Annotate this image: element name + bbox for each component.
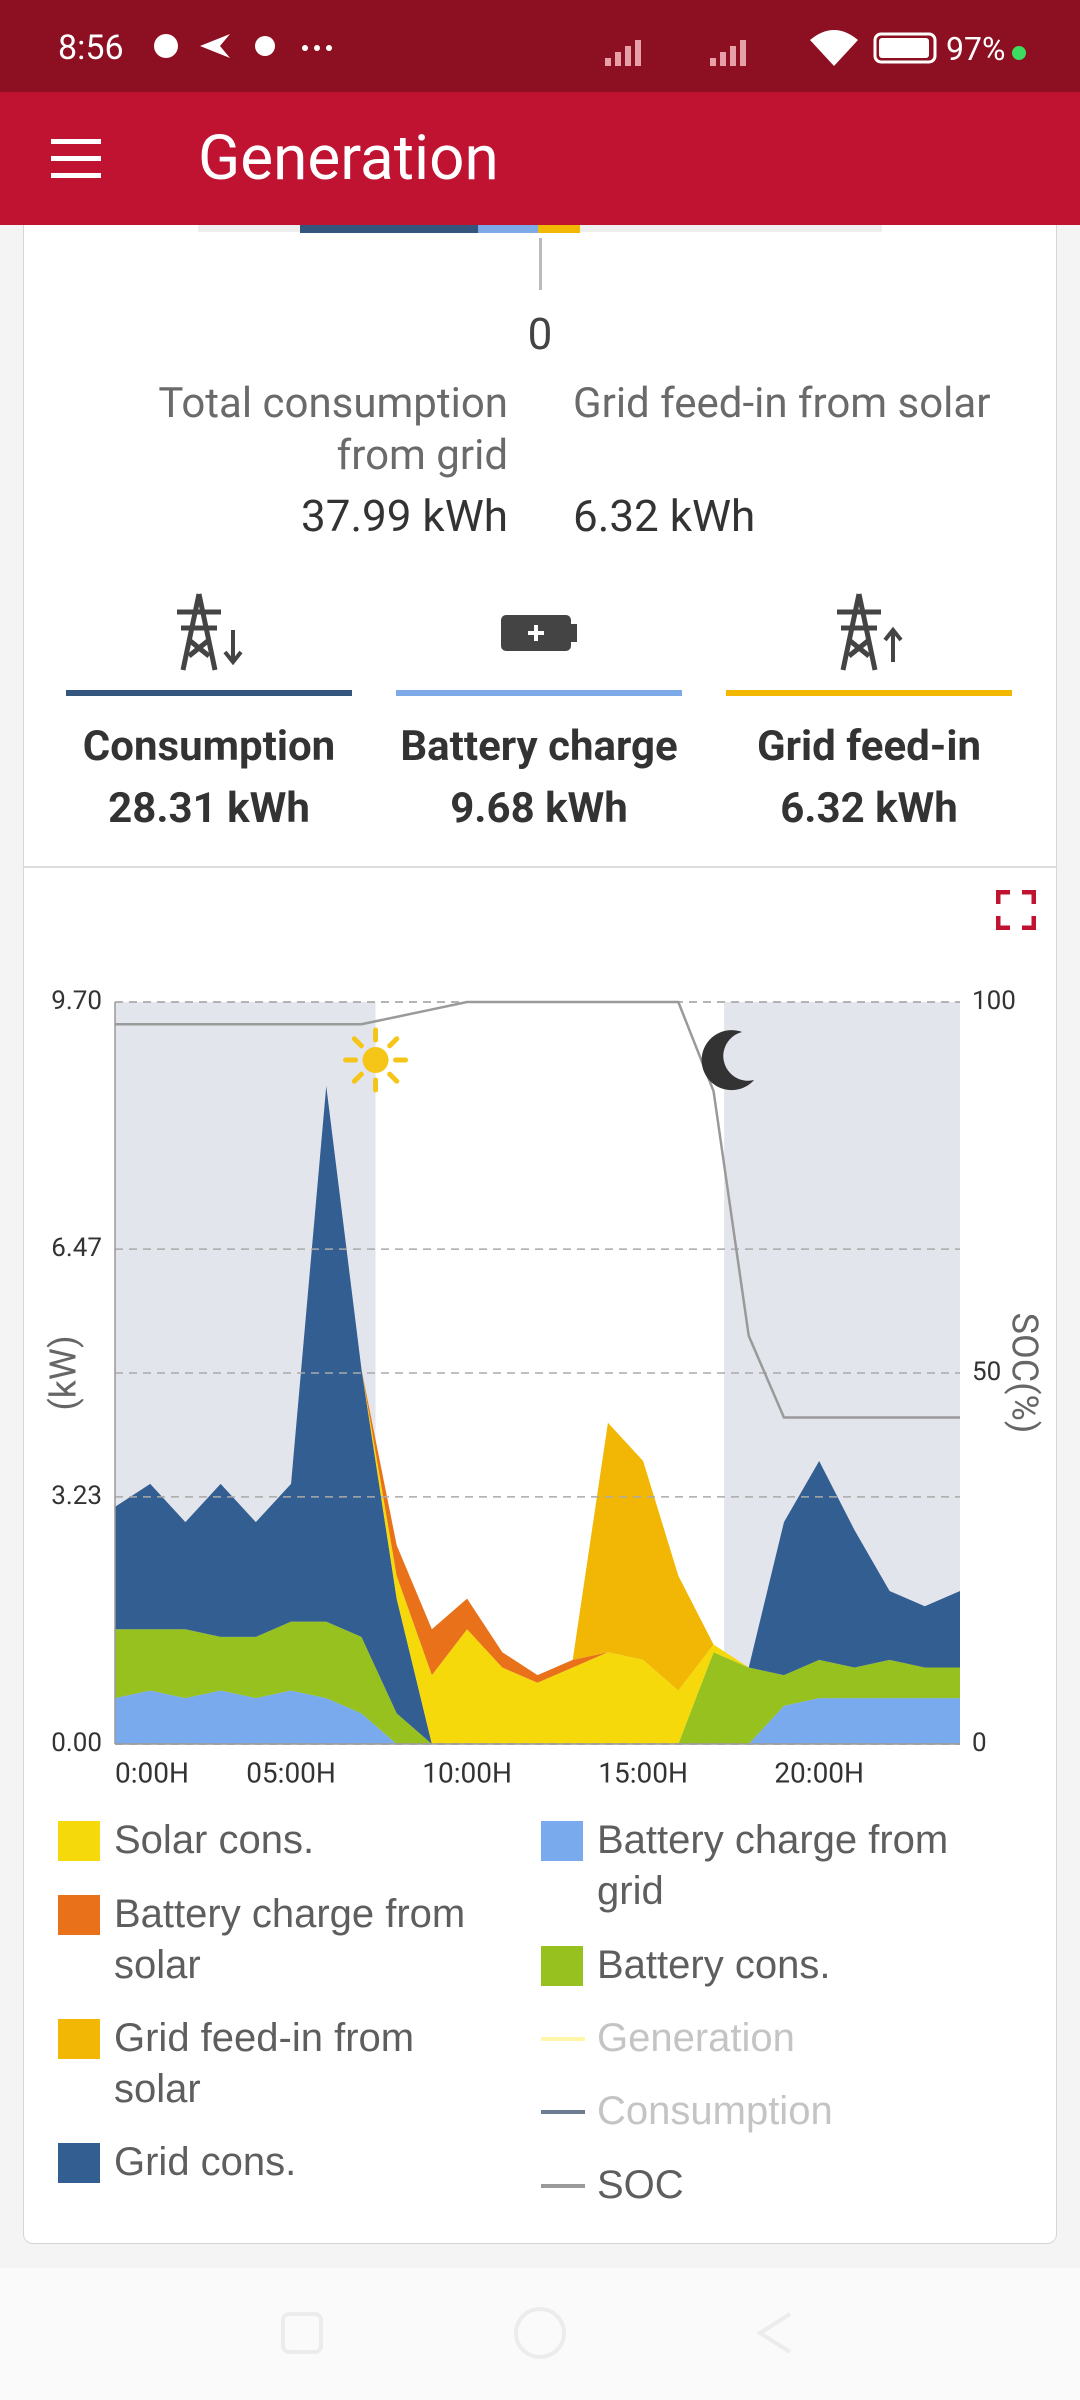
legend-item[interactable]: Consumption — [541, 2086, 961, 2137]
divider — [23, 866, 1057, 868]
x-tick-label: 0:00H — [115, 1756, 189, 1789]
pylon-arrow — [883, 626, 903, 662]
nav-bar — [0, 2268, 1080, 2400]
legend-label: Solar cons. — [114, 1818, 315, 1862]
sun-ray — [387, 1036, 400, 1049]
nav-back[interactable] — [756, 2312, 792, 2354]
status-icons — [154, 34, 332, 58]
summary-value: 37.99 kWh — [300, 490, 508, 542]
nav-home[interactable] — [514, 2307, 566, 2359]
legend-item[interactable]: Solar cons. — [58, 1815, 478, 1866]
nav-recents[interactable] — [281, 2312, 323, 2354]
card-value: 28.31 kWh — [108, 784, 310, 833]
status-bar: 8:56 97% — [0, 0, 1080, 92]
sun-ray — [387, 1071, 400, 1084]
card-icon — [177, 593, 243, 671]
legend-label: Battery charge from grid — [597, 1818, 949, 1913]
card-value: 6.32 kWh — [780, 784, 958, 833]
legend-label: SOC — [597, 2163, 684, 2207]
card-icon — [837, 593, 903, 671]
y2-tick-label: 100 — [972, 986, 1016, 1016]
battery-tip — [571, 624, 577, 642]
moon-icon — [701, 1030, 755, 1091]
legend-label: Generation — [597, 2016, 795, 2060]
legend-label: Grid cons. — [114, 2140, 297, 2184]
y2-tick-label: 50 — [972, 1357, 1001, 1387]
card-icon — [501, 615, 577, 651]
pylon-icon — [837, 593, 881, 671]
x-tick-label: 20:00H — [774, 1756, 864, 1789]
legend-label: Grid feed-in from solar — [114, 2016, 415, 2111]
chart: 0.00 3.23 6.47 9.70 0 50 100 0:00H 05:00H 10:00H 1… — [43, 986, 1046, 1790]
sun-core — [362, 1047, 389, 1073]
scale-value: 0 — [527, 308, 553, 360]
pylon-arrow — [223, 630, 243, 666]
card-line — [726, 690, 1012, 696]
area — [115, 1086, 960, 1744]
card-line — [396, 690, 682, 696]
fullscreen-button[interactable] — [996, 890, 1036, 930]
flow-bar-consumption — [300, 225, 478, 233]
line — [115, 1000, 960, 1419]
legend-swatch — [541, 2110, 585, 2114]
card-line — [66, 690, 352, 696]
flow-bar-feedin — [538, 225, 580, 233]
status-indicators — [605, 30, 937, 66]
area — [115, 1621, 960, 1744]
legend-item[interactable]: Battery cons. — [541, 1940, 961, 1991]
legend-item[interactable]: Battery charge from grid — [541, 1815, 961, 1917]
page-title: Generation — [198, 122, 499, 195]
legend-item[interactable]: Grid feed-in from solar — [58, 2013, 478, 2115]
legend-item[interactable]: Grid cons. — [58, 2137, 478, 2188]
summary-label: Grid feed-in from solar — [573, 379, 991, 428]
legend-swatch — [541, 2184, 585, 2188]
menu-button[interactable] — [48, 137, 104, 181]
y-tick-label: 3.23 — [51, 1481, 102, 1511]
y2-axis-title: SOC(%) — [1003, 1313, 1045, 1434]
legend-label: Battery charge from solar — [114, 1892, 466, 1987]
legend-swatch — [58, 1821, 100, 1861]
legend-item[interactable]: Battery charge from solar — [58, 1889, 478, 1991]
y-tick-label: 9.70 — [51, 986, 102, 1016]
x-tick-label: 05:00H — [246, 1756, 336, 1789]
summary-value: 6.32 kWh — [573, 490, 756, 542]
app-bar: Generation — [0, 92, 1080, 225]
nav-icons — [281, 2307, 792, 2359]
card-label: Battery charge — [400, 722, 678, 771]
sun-ray — [351, 1036, 364, 1049]
area — [115, 1690, 960, 1744]
scale-marker — [539, 238, 542, 290]
x-tick-label: 10:00H — [422, 1756, 512, 1789]
y-tick-label: 6.47 — [51, 1233, 102, 1263]
legend-swatch — [58, 2143, 100, 2183]
status-dot — [1012, 46, 1026, 60]
flow-bar-battery — [478, 225, 538, 233]
y-tick-label: 0.00 — [51, 1728, 102, 1758]
legend-label: Battery cons. — [597, 1943, 831, 1987]
legend-swatch — [541, 1946, 583, 1986]
card-label: Grid feed-in — [757, 722, 981, 771]
legend-label: Consumption — [597, 2089, 833, 2133]
legend-swatch — [58, 1895, 100, 1935]
pylon-icon — [177, 593, 221, 671]
status-time: 8:56 — [58, 28, 124, 68]
card-value: 9.68 kWh — [450, 784, 628, 833]
battery-plus — [528, 625, 544, 641]
legend-swatch — [541, 2037, 585, 2041]
legend-item[interactable]: SOC — [541, 2160, 961, 2211]
sun-ray — [351, 1071, 364, 1084]
card-label: Consumption — [82, 722, 336, 771]
sun-icon — [343, 1027, 409, 1093]
legend-swatch — [58, 2019, 100, 2059]
legend-swatch — [541, 1821, 583, 1861]
y2-tick-label: 0 — [972, 1728, 987, 1758]
summary-label: Total consumption from grid — [158, 379, 508, 480]
legend-item[interactable]: Generation — [541, 2013, 961, 2064]
status-battery: 97% — [946, 30, 1006, 68]
x-tick-label: 15:00H — [598, 1756, 688, 1789]
y-axis-title: (kW) — [43, 1335, 85, 1410]
